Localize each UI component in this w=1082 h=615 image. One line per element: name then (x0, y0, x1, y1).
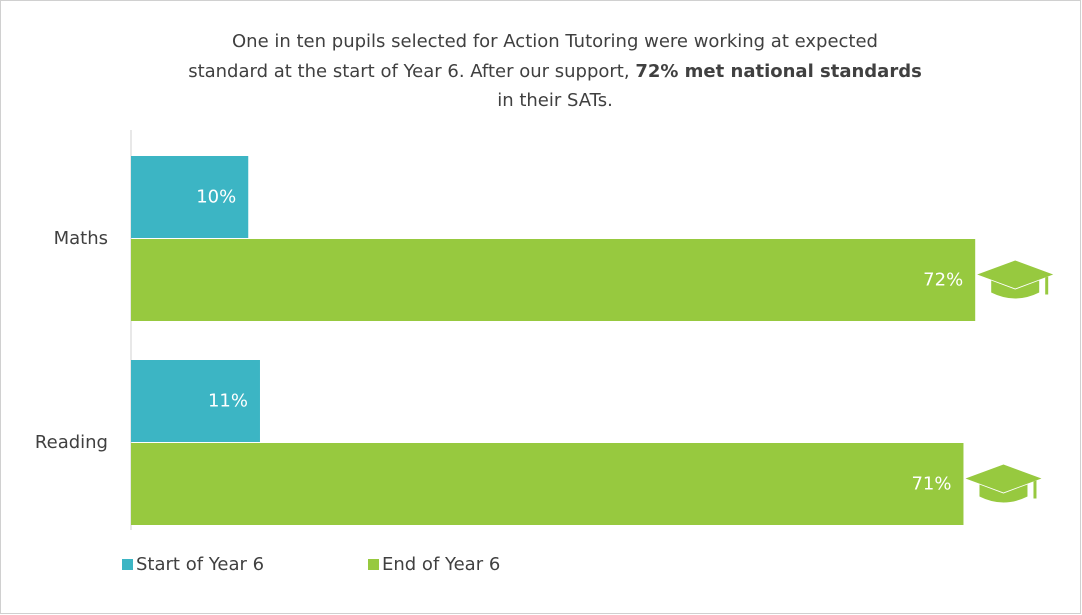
graduation-cap-base (979, 484, 1028, 503)
bar (131, 239, 976, 321)
graduation-cap-top (965, 464, 1042, 493)
legend-swatch (122, 559, 133, 570)
data-label: 72% (923, 270, 963, 291)
legend-swatch (368, 559, 379, 570)
chart-title: in their SATs. (497, 90, 613, 111)
graduation-cap-base (991, 280, 1040, 299)
graduation-cap-top (977, 260, 1054, 289)
category-label: Reading (35, 432, 108, 453)
legend-label: End of Year 6 (382, 554, 500, 575)
data-label: 10% (196, 187, 236, 208)
data-label: 71% (911, 474, 951, 495)
chart-title: One in ten pupils selected for Action Tu… (232, 31, 878, 52)
bar (131, 156, 249, 238)
graduation-cap-tassel (1033, 480, 1037, 499)
category-label: Maths (54, 228, 108, 249)
bar (131, 443, 964, 525)
graduation-icon (965, 464, 1042, 503)
chart-title: standard at the start of Year 6. After o… (188, 61, 629, 82)
bar (131, 360, 260, 442)
chart-title: standard at the start of Year 6. After o… (188, 61, 922, 82)
data-label: 11% (208, 391, 248, 412)
graduation-cap-tassel (1045, 276, 1049, 295)
chart-title-bold: 72% met national standards (635, 61, 921, 82)
graduation-icon (977, 260, 1054, 299)
legend-label: Start of Year 6 (136, 554, 264, 575)
